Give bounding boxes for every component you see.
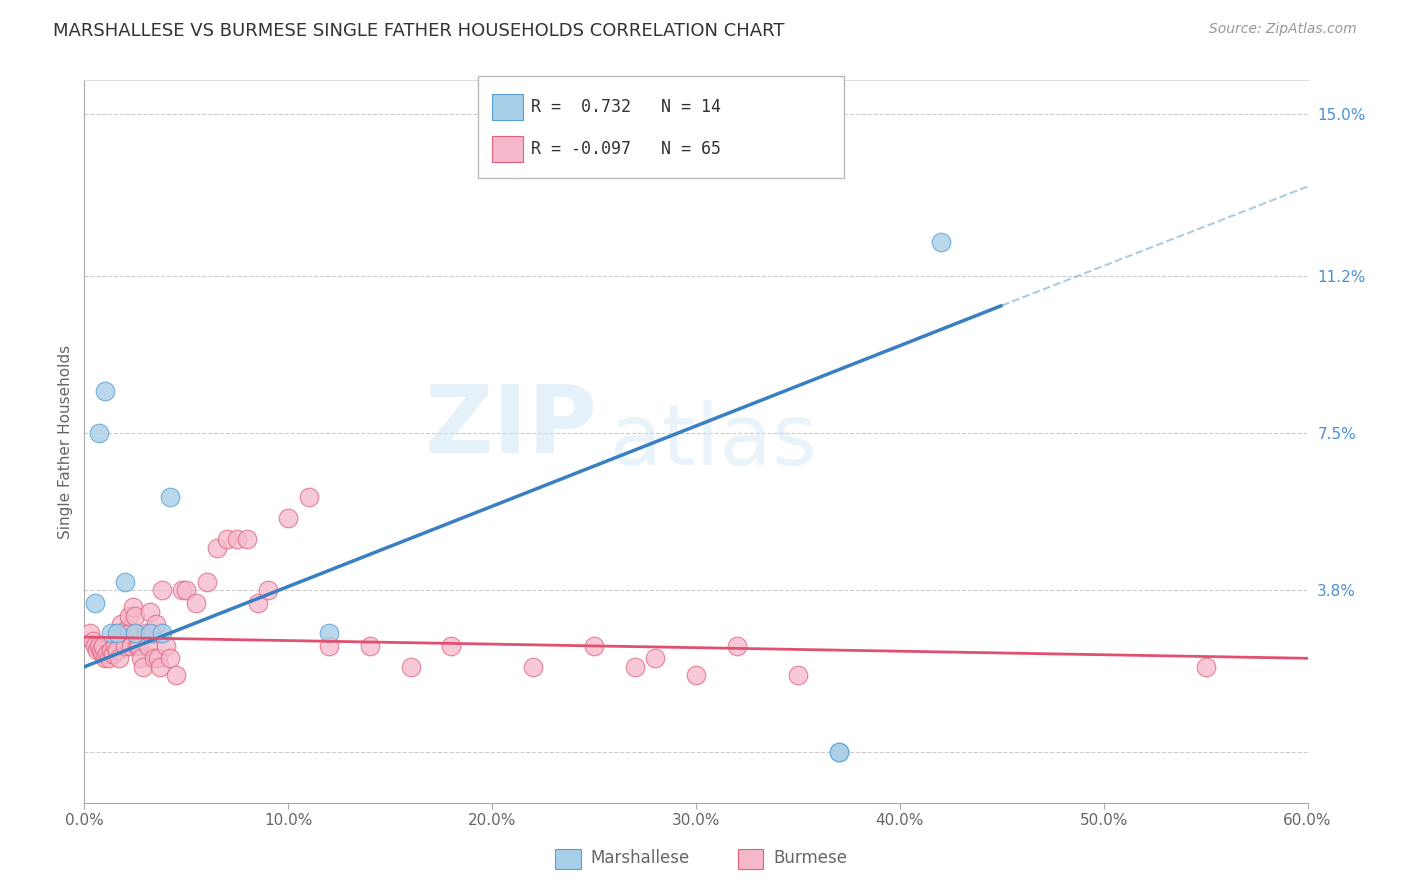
Point [142,651,165,665]
Point [131,651,153,665]
Point [104,639,127,653]
Point [110,617,132,632]
Point [149,660,172,674]
Point [159,490,181,504]
Point [124,608,146,623]
Point [97,651,120,665]
Text: Marshallese: Marshallese [591,849,690,867]
Point [105,642,128,657]
Point [318,625,340,640]
Point [174,583,197,598]
Text: R = -0.097   N = 65: R = -0.097 N = 65 [531,140,721,158]
Point [217,533,239,547]
Point [108,651,131,665]
Point [172,583,194,598]
Point [136,639,159,653]
Point [91,647,114,661]
Point [79,625,101,640]
Point [1195,660,1218,674]
Text: ZIP: ZIP [425,381,598,473]
Point [122,600,145,615]
Point [114,639,136,653]
Point [82,634,104,648]
Point [118,608,141,623]
Point [105,625,128,640]
Point [146,651,169,665]
Point [120,639,142,653]
Point [787,668,810,682]
Point [91,639,114,653]
Point [145,617,167,632]
Point [583,639,606,653]
Point [359,639,381,653]
Text: Burmese: Burmese [773,849,848,867]
Point [100,642,122,657]
Point [100,625,122,640]
Point [150,625,173,640]
Y-axis label: Single Father Households: Single Father Households [58,344,73,539]
Point [236,533,259,547]
Point [83,639,105,653]
Point [277,511,299,525]
Point [93,384,115,398]
Point [828,745,851,759]
Point [112,625,135,640]
Point [624,660,647,674]
Point [150,583,173,598]
Point [127,639,149,653]
Point [725,639,748,653]
Point [828,745,851,759]
Point [318,639,340,653]
Point [93,651,115,665]
Point [644,651,666,665]
Point [114,574,136,589]
Point [96,647,118,661]
Point [90,642,112,657]
Point [155,639,177,653]
Point [141,625,163,640]
Point [522,660,544,674]
Point [124,625,146,640]
Point [929,235,952,249]
Point [135,625,157,640]
Point [165,668,187,682]
Point [685,668,707,682]
Point [298,490,321,504]
Point [440,639,463,653]
Text: R =  0.732   N = 14: R = 0.732 N = 14 [531,98,721,116]
Point [138,625,160,640]
Point [83,596,105,610]
Point [186,596,208,610]
Point [138,605,160,619]
Point [257,583,280,598]
Text: Source: ZipAtlas.com: Source: ZipAtlas.com [1209,22,1357,37]
Point [128,639,150,653]
Point [159,651,181,665]
Text: MARSHALLESE VS BURMESE SINGLE FATHER HOUSEHOLDS CORRELATION CHART: MARSHALLESE VS BURMESE SINGLE FATHER HOU… [53,22,785,40]
Point [87,639,110,653]
Point [87,425,110,440]
Point [246,596,269,610]
Point [205,541,228,555]
Point [226,533,249,547]
Point [118,625,141,640]
Point [195,574,218,589]
Point [132,660,155,674]
Point [101,647,124,661]
Text: atlas: atlas [610,400,818,483]
Point [115,622,138,636]
Point [399,660,422,674]
Point [86,642,108,657]
